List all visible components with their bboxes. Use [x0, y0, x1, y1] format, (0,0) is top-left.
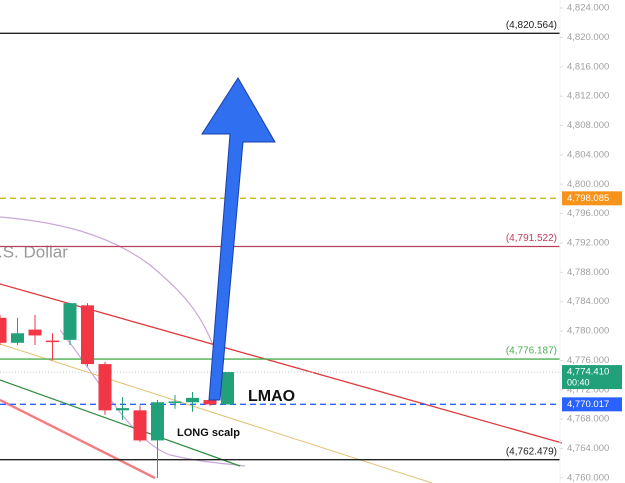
moving-average — [0, 216, 216, 351]
price-tag-label: 4,798.085 — [567, 193, 609, 204]
y-tick-label: 4,792.000 — [567, 237, 609, 248]
candle-body — [221, 372, 234, 405]
annotation: LMAO — [248, 388, 295, 405]
y-tick-label: 4,812.000 — [567, 91, 609, 102]
y-tick-label: 4,816.000 — [567, 61, 609, 72]
y-tick-label: 4,804.000 — [567, 149, 609, 160]
y-tick-label: 4,800.000 — [567, 179, 609, 190]
candle-body — [116, 408, 129, 411]
level-label: (4,762.479) — [506, 446, 557, 457]
level-label: (4,776.187) — [506, 346, 557, 357]
candle-body — [98, 364, 112, 411]
level-label: (4,820.564) — [506, 20, 557, 31]
y-tick-label: 4,776.000 — [567, 355, 609, 366]
candle-body — [186, 397, 199, 403]
level-label: (4,791.522) — [506, 233, 557, 244]
y-tick-label: 4,772.000 — [567, 384, 609, 395]
countdown: 00:40 — [567, 377, 590, 387]
y-tick-label: 4,824.000 — [567, 3, 609, 14]
y-tick-label: 4,796.000 — [567, 208, 609, 219]
price-tag — [562, 397, 622, 412]
y-tick-label: 4,788.000 — [567, 267, 609, 278]
y-tick-label: 4,760.000 — [567, 472, 609, 483]
candle-body — [133, 410, 147, 441]
trend-line — [0, 398, 156, 480]
y-tick-label: 4,764.000 — [567, 443, 609, 454]
candle-body — [46, 340, 59, 343]
y-tick-label: 4,808.000 — [567, 120, 609, 131]
arrow — [201, 77, 276, 401]
candle-body — [63, 303, 77, 340]
candles — [0, 303, 234, 478]
annotation: LONG scalp — [177, 427, 240, 439]
candle-body — [81, 305, 94, 365]
price-axis: 4,760.000 4,764.000 4,768.000 4,772.000 4,77… — [559, 0, 622, 483]
symbol-watermark: .S. Dollar — [0, 242, 68, 261]
candle-body — [28, 329, 42, 336]
y-tick-label: 4,768.000 — [567, 414, 609, 425]
candle-body — [168, 401, 182, 404]
candle-body — [203, 400, 217, 405]
last-price-tag — [562, 365, 622, 390]
y-tick-label: 4,820.000 — [567, 32, 609, 43]
candle-body — [151, 402, 164, 441]
price-tag — [562, 191, 622, 206]
last-price-label: 4,774.410 — [567, 367, 609, 378]
trend-line — [0, 379, 241, 467]
candle-body — [11, 333, 24, 343]
price-tag-label: 4,770.017 — [567, 399, 609, 410]
y-tick-label: 4,784.000 — [567, 296, 609, 307]
y-tick-label: 4,780.000 — [567, 326, 609, 337]
candle-body — [0, 317, 7, 343]
